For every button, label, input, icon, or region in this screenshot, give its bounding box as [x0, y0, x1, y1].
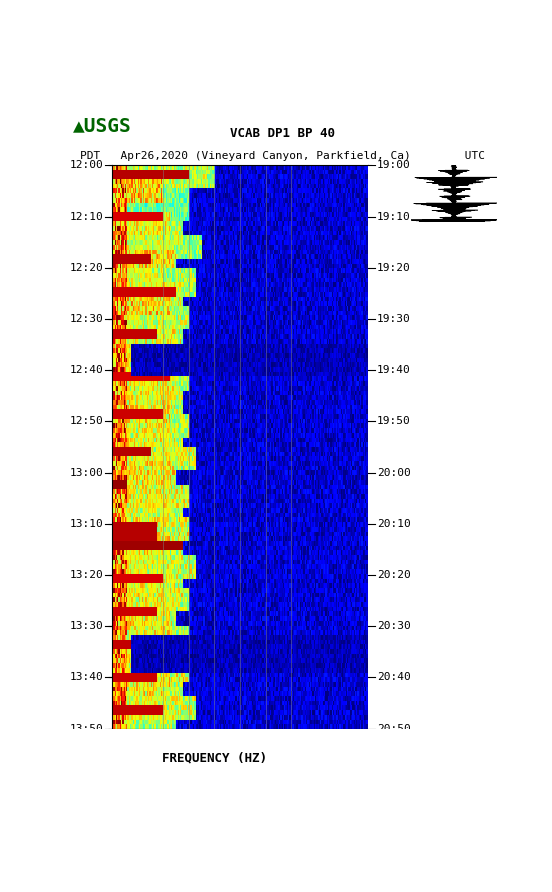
- Text: 19:00: 19:00: [377, 161, 411, 170]
- Text: ▲USGS: ▲USGS: [73, 116, 132, 135]
- Text: 19:50: 19:50: [377, 417, 411, 426]
- Text: 20:40: 20:40: [377, 673, 411, 682]
- Text: VCAB DP1 BP 40: VCAB DP1 BP 40: [230, 128, 336, 140]
- Text: 13:50: 13:50: [70, 723, 103, 733]
- Text: 12:20: 12:20: [70, 263, 103, 273]
- Text: 13:00: 13:00: [70, 467, 103, 477]
- Text: 20:00: 20:00: [377, 467, 411, 477]
- Text: FREQUENCY (HZ): FREQUENCY (HZ): [162, 751, 267, 764]
- Text: 12:00: 12:00: [70, 161, 103, 170]
- Text: 20:50: 20:50: [377, 723, 411, 733]
- Text: 20:10: 20:10: [377, 519, 411, 529]
- Text: 19:30: 19:30: [377, 314, 411, 324]
- Text: 20:20: 20:20: [377, 570, 411, 580]
- Text: 12:50: 12:50: [70, 417, 103, 426]
- Text: PDT   Apr26,2020 (Vineyard Canyon, Parkfield, Ca)        UTC: PDT Apr26,2020 (Vineyard Canyon, Parkfie…: [81, 151, 485, 161]
- Text: 19:20: 19:20: [377, 263, 411, 273]
- Text: 13:30: 13:30: [70, 621, 103, 632]
- X-axis label: FREQUENCY (HZ): FREQUENCY (HZ): [188, 756, 293, 769]
- Text: 12:40: 12:40: [70, 365, 103, 376]
- Text: 13:20: 13:20: [70, 570, 103, 580]
- Text: 19:40: 19:40: [377, 365, 411, 376]
- Text: 13:10: 13:10: [70, 519, 103, 529]
- Text: 13:40: 13:40: [70, 673, 103, 682]
- Text: 20:30: 20:30: [377, 621, 411, 632]
- Text: 19:10: 19:10: [377, 211, 411, 221]
- Text: 12:30: 12:30: [70, 314, 103, 324]
- Text: 12:10: 12:10: [70, 211, 103, 221]
